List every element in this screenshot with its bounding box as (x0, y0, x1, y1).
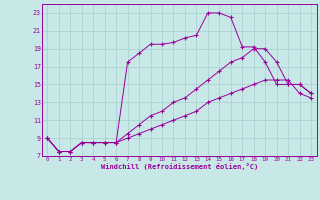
X-axis label: Windchill (Refroidissement éolien,°C): Windchill (Refroidissement éolien,°C) (100, 163, 258, 170)
